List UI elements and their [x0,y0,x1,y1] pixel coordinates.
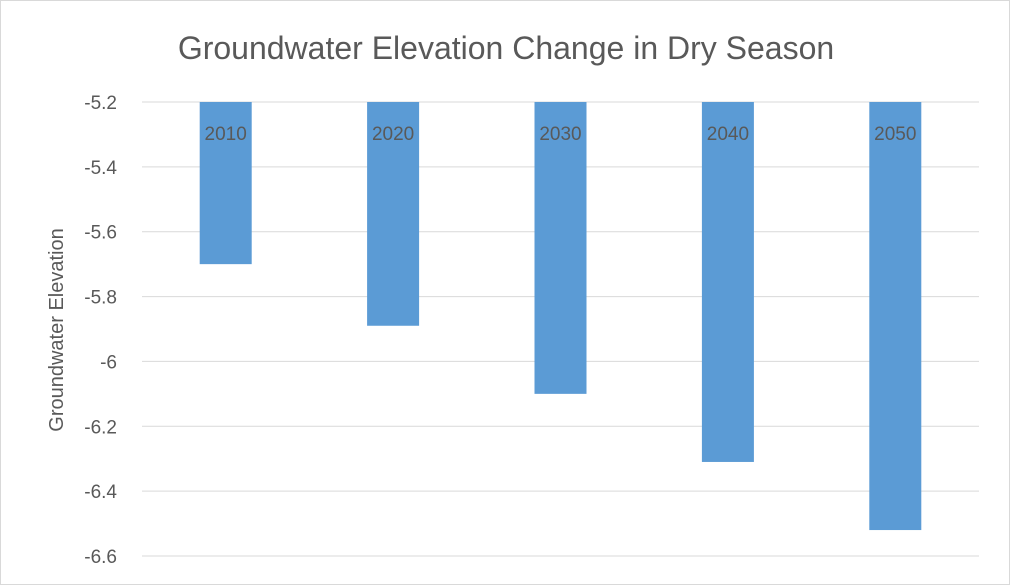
category-label-2030: 2030 [539,124,581,145]
bar-2020 [367,102,420,326]
category-label-2050: 2050 [874,124,916,145]
chart-title: Groundwater Elevation Change in Dry Seas… [178,30,834,66]
bars [199,102,922,531]
y-tick-label: -5.2 [84,93,117,114]
y-tick-label: -5.8 [84,288,117,309]
category-label-2020: 2020 [372,124,414,145]
y-axis-label: Groundwater Elevation [46,228,68,431]
bar-2050 [869,102,922,531]
category-labels: 2010 2020 2030 2040 2050 [205,124,917,145]
y-tick-label: -6.4 [84,482,117,503]
y-tick-label: -6.2 [84,417,117,438]
category-label-2010: 2010 [205,124,247,145]
y-tick-label: -6.6 [84,547,117,568]
bar-2030 [534,102,587,394]
y-axis-ticks: -5.2 -5.4 -5.6 -5.8 -6 -6.2 -6.4 -6.6 [84,93,117,568]
y-tick-label: -6 [100,352,117,373]
category-label-2040: 2040 [707,124,749,145]
y-tick-label: -5.4 [84,158,117,179]
bar-2040 [701,102,754,462]
y-tick-label: -5.6 [84,223,117,244]
bar-2010 [199,102,252,265]
